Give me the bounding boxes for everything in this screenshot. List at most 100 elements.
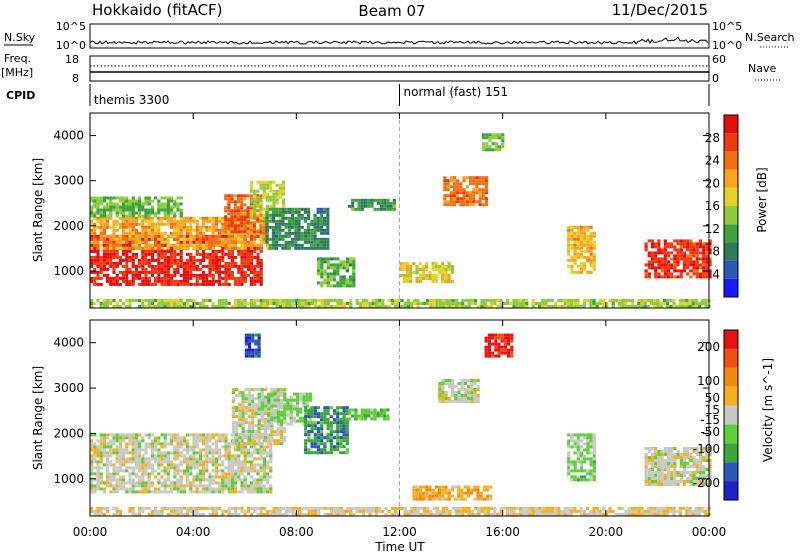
data-cell [493, 302, 497, 305]
data-cell [679, 239, 683, 243]
data-cell [273, 388, 277, 392]
data-cell [583, 478, 587, 482]
data-cell [332, 412, 337, 416]
data-cell [660, 257, 664, 261]
data-cell [288, 299, 292, 302]
data-cell [179, 490, 183, 494]
data-cell [498, 148, 502, 152]
data-cell [198, 234, 202, 238]
data-cell [195, 463, 199, 467]
data-cell [573, 299, 577, 302]
data-cell [224, 240, 228, 244]
data-cell [243, 227, 247, 231]
data-cell [173, 211, 177, 215]
data-cell [240, 299, 244, 302]
data-cell [283, 427, 287, 431]
data-cell [484, 339, 488, 343]
data-cell [218, 282, 222, 286]
data-cell [189, 255, 193, 259]
data-cell [106, 299, 110, 302]
data-cell [313, 213, 317, 217]
data-cell [192, 258, 196, 262]
data-cell [189, 270, 193, 274]
data-cell [387, 299, 391, 302]
data-cell [451, 391, 455, 394]
data-cell [670, 266, 674, 270]
data-cell [192, 433, 196, 437]
data-cell [682, 468, 687, 471]
data-cell [425, 268, 429, 271]
data-cell [592, 472, 596, 476]
data-cell [214, 448, 218, 452]
data-cell [230, 481, 234, 485]
data-cell [300, 243, 304, 247]
data-cell [246, 212, 250, 216]
data-cell [230, 478, 234, 482]
data-cell [221, 234, 225, 238]
data-cell [259, 186, 263, 190]
data-cell [682, 257, 687, 261]
data-cell [106, 261, 110, 265]
data-cell [339, 439, 343, 443]
data-cell [663, 266, 667, 270]
data-cell [141, 225, 145, 229]
data-cell [259, 305, 263, 308]
data-cell [260, 401, 264, 405]
data-cell [266, 490, 270, 494]
data-cell [657, 456, 661, 459]
data-cell [457, 388, 461, 391]
data-cell [102, 246, 106, 250]
data-cell [419, 302, 423, 305]
data-cell [698, 471, 703, 474]
data-cell [252, 230, 257, 234]
data-cell [650, 483, 655, 486]
data-cell [263, 388, 268, 392]
data-cell [449, 191, 453, 195]
data-cell [230, 475, 234, 479]
data-cell [224, 218, 228, 222]
data-cell [227, 469, 231, 473]
data-cell [147, 282, 151, 286]
data-cell [234, 240, 238, 244]
data-cell [202, 466, 206, 470]
data-cell [402, 280, 406, 283]
data-cell [96, 451, 100, 455]
data-cell [109, 240, 113, 244]
data-cell [131, 299, 135, 302]
data-cell [195, 466, 199, 470]
data-cell [522, 299, 526, 302]
data-cell [666, 266, 671, 270]
data-cell [230, 264, 234, 268]
data-cell [144, 451, 148, 455]
data-cell [186, 219, 190, 223]
power-colorbar-label: Power [dB] [755, 167, 769, 232]
data-cell [237, 282, 241, 286]
data-cell [484, 185, 489, 189]
data-cell [663, 453, 667, 456]
data-cell [660, 483, 664, 486]
data-cell [144, 219, 148, 223]
data-cell [93, 490, 97, 494]
data-cell [170, 258, 174, 262]
data-cell [251, 406, 255, 410]
data-cell [112, 264, 116, 268]
data-cell [345, 433, 349, 437]
data-cell [289, 407, 293, 411]
data-cell [299, 407, 303, 411]
data-cell [326, 263, 330, 267]
data-cell [472, 179, 476, 183]
data-cell [115, 460, 119, 464]
data-cell [666, 275, 671, 279]
data-cell [326, 436, 330, 440]
data-cell [630, 302, 634, 305]
data-cell [302, 392, 306, 396]
data-cell [405, 262, 410, 265]
data-cell [112, 234, 116, 238]
data-cell [485, 142, 489, 146]
data-cell [583, 240, 587, 244]
data-cell [154, 211, 158, 215]
data-cell [695, 471, 699, 474]
data-cell [112, 442, 116, 446]
data-cell [399, 268, 403, 271]
data-cell [256, 180, 260, 184]
